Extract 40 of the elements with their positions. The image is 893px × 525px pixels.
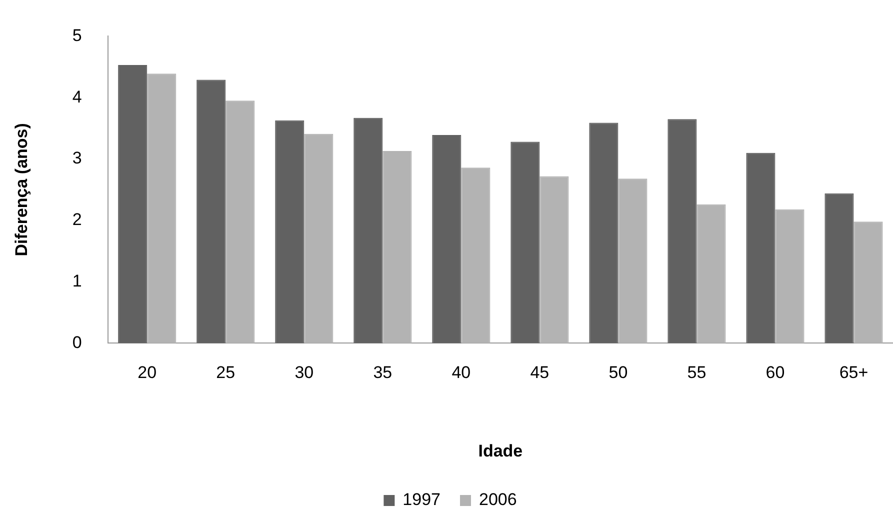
x-tick-label: 60 [766,363,785,382]
y-tick-label: 3 [72,148,82,168]
y-axis-title: Diferença (anos) [12,123,31,256]
x-tick-label: 55 [687,363,706,382]
bar [775,209,804,344]
bar [147,74,176,344]
x-tick-label: 50 [608,363,628,382]
bar [696,204,726,344]
legend-label: 2006 [479,490,517,510]
x-tick-label: 30 [294,363,314,382]
bar [668,119,697,344]
bar [540,176,569,344]
bar [432,135,462,344]
bar [589,122,618,344]
legend-label: 1997 [402,490,441,510]
x-tick-label: 40 [452,363,471,382]
y-tick-label: 0 [72,332,82,352]
y-tick-label: 5 [72,26,82,45]
bar [354,118,383,344]
y-tick-label: 4 [72,87,82,106]
bar [118,65,148,344]
bar [618,178,648,344]
y-tick-label: 1 [72,271,82,290]
bar [746,152,776,344]
bar [854,222,883,344]
x-tick-label: 25 [216,363,236,382]
x-tick-label: 35 [373,363,392,382]
bar [824,193,854,344]
bar [461,168,490,344]
bar [196,80,226,344]
bar [226,100,255,344]
x-axis-title: Idade [478,441,523,460]
bar [275,120,304,344]
x-tick-label: 20 [138,363,157,382]
x-tick-label: 65+ [839,363,868,382]
bar [304,134,334,344]
bar [510,142,540,344]
bar [382,151,412,344]
y-tick-label: 2 [72,210,82,230]
x-tick-label: 45 [530,363,550,382]
